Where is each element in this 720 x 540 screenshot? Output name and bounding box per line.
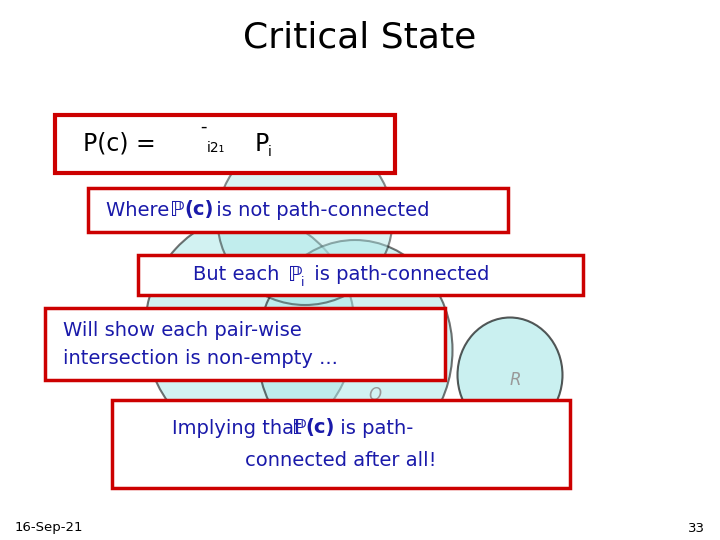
Ellipse shape bbox=[217, 135, 392, 305]
Text: is not path-connected: is not path-connected bbox=[210, 200, 430, 219]
Text: P: P bbox=[180, 361, 190, 379]
Ellipse shape bbox=[457, 318, 562, 433]
Text: i: i bbox=[301, 275, 305, 288]
FancyBboxPatch shape bbox=[88, 188, 508, 232]
Text: connected after all!: connected after all! bbox=[246, 450, 437, 469]
FancyBboxPatch shape bbox=[45, 308, 445, 380]
Text: i: i bbox=[268, 145, 272, 159]
Text: (c): (c) bbox=[184, 200, 213, 219]
Ellipse shape bbox=[145, 215, 355, 445]
FancyBboxPatch shape bbox=[138, 255, 583, 295]
Text: P(c) =: P(c) = bbox=[83, 132, 163, 156]
Text: Implying that: Implying that bbox=[172, 418, 308, 437]
FancyBboxPatch shape bbox=[55, 115, 395, 173]
Text: ℙ: ℙ bbox=[170, 200, 184, 220]
Text: P: P bbox=[255, 132, 269, 156]
Text: intersection is non-empty ...: intersection is non-empty ... bbox=[63, 348, 338, 368]
Text: i2₁: i2₁ bbox=[207, 141, 225, 155]
Text: R: R bbox=[509, 371, 521, 389]
Text: 16-Sep-21: 16-Sep-21 bbox=[15, 522, 84, 535]
Text: is path-: is path- bbox=[334, 418, 413, 437]
Text: Will show each pair-wise: Will show each pair-wise bbox=[63, 321, 302, 340]
Text: q: q bbox=[245, 271, 256, 289]
FancyBboxPatch shape bbox=[112, 400, 570, 488]
Text: Critical State: Critical State bbox=[243, 21, 477, 55]
Text: is path-connected: is path-connected bbox=[308, 266, 490, 285]
Text: Q: Q bbox=[369, 386, 382, 404]
Text: ℙ: ℙ bbox=[288, 265, 302, 285]
Text: (c): (c) bbox=[305, 418, 334, 437]
Text: ℙ: ℙ bbox=[292, 418, 307, 438]
Text: 33: 33 bbox=[688, 522, 705, 535]
Text: ¯: ¯ bbox=[199, 126, 207, 144]
Ellipse shape bbox=[258, 240, 452, 460]
Text: But each: But each bbox=[193, 266, 286, 285]
Text: Where: Where bbox=[106, 200, 176, 219]
